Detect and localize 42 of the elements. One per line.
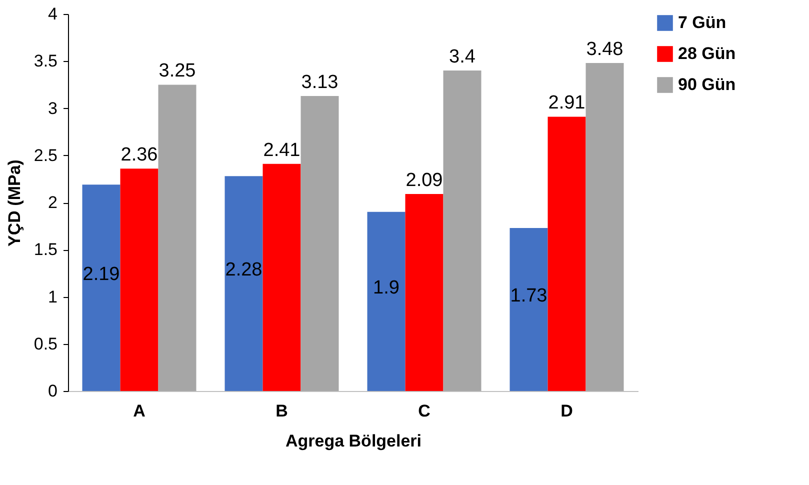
bar <box>300 96 339 391</box>
y-tick-label: 0.5 <box>34 334 58 354</box>
data-label: 2.91 <box>548 92 586 114</box>
data-label: 2.28 <box>225 260 262 281</box>
data-label: 3.48 <box>586 39 624 60</box>
data-label: 2.09 <box>406 170 443 192</box>
bar <box>158 84 196 391</box>
bar <box>367 212 406 391</box>
x-tick-label: A <box>133 402 146 420</box>
legend-label: 7 Gün <box>678 13 726 32</box>
y-tick-label: 1 <box>48 287 58 306</box>
data-label: 1.73 <box>510 285 548 306</box>
y-tick-label: 0 <box>48 382 58 400</box>
bar <box>443 70 482 391</box>
bar <box>82 184 120 391</box>
y-tick-label: 3 <box>48 98 58 118</box>
x-tick-label: D <box>560 402 573 420</box>
y-tick-label: 1.5 <box>34 240 58 260</box>
y-tick-label: 3.5 <box>34 52 58 71</box>
data-label: 1.9 <box>373 277 400 298</box>
legend-label: 90 Gün <box>678 75 736 94</box>
bar <box>224 176 263 391</box>
bar <box>262 164 301 391</box>
y-axis-title: YÇD (MPa) <box>4 160 24 246</box>
bar <box>586 63 624 391</box>
bar <box>548 116 586 391</box>
x-tick-label: B <box>276 402 288 420</box>
data-label: 3.4 <box>449 46 476 68</box>
x-tick-label: C <box>418 402 430 420</box>
data-label: 2.41 <box>263 140 300 161</box>
x-axis-title: Agrega Bölgeleri <box>285 432 422 450</box>
bar <box>120 168 158 391</box>
bar <box>510 228 548 391</box>
y-tick-label: 4 <box>48 4 58 24</box>
data-label: 2.36 <box>120 144 158 166</box>
data-label: 3.13 <box>301 72 338 93</box>
y-tick-label: 2.5 <box>34 146 58 165</box>
bar <box>405 194 444 391</box>
data-label: 2.19 <box>82 264 120 285</box>
data-label: 3.25 <box>158 60 196 82</box>
legend-label: 28 Gün <box>678 44 736 63</box>
y-tick-label: 2 <box>48 193 58 212</box>
